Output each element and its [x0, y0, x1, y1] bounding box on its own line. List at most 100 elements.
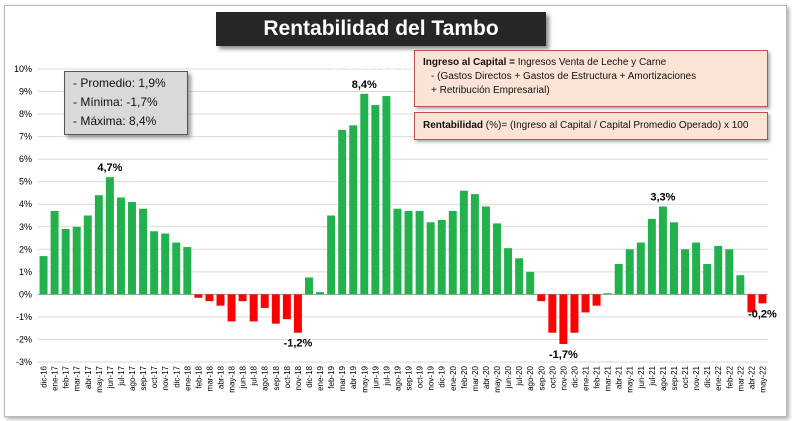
- x-tick-label: abr-17: [84, 365, 93, 389]
- y-tick-label: 5%: [19, 177, 32, 187]
- x-tick-label: may-17: [95, 365, 104, 392]
- bar: [105, 177, 114, 295]
- bar: [636, 242, 645, 295]
- x-tick-label: sep-21: [670, 365, 679, 390]
- bar: [282, 294, 291, 320]
- x-tick-label: mar-22: [736, 365, 745, 391]
- bar: [526, 271, 535, 295]
- grid-lines: [38, 68, 768, 363]
- bar: [703, 263, 712, 295]
- bar: [647, 218, 656, 295]
- x-tick-label: dic-19: [438, 365, 447, 387]
- bar: [515, 258, 524, 295]
- bar: [592, 294, 601, 306]
- x-tick-label: may-19: [360, 365, 369, 392]
- y-tick-label: -3%: [16, 357, 32, 367]
- x-tick-label: abr-19: [349, 365, 358, 389]
- data-label: 8,4%: [352, 79, 377, 91]
- stat-promedio: - Promedio: 1,9%: [73, 76, 166, 90]
- bar: [681, 249, 690, 295]
- x-tick-label: jul-17: [117, 365, 126, 386]
- bar: [426, 222, 435, 295]
- bar: [736, 275, 745, 295]
- bar: [150, 231, 159, 295]
- y-tick-label: 7%: [19, 132, 32, 142]
- x-tick-label: ene-21: [582, 365, 591, 390]
- bar: [50, 210, 59, 295]
- x-tick-label: oct-17: [150, 365, 159, 388]
- bar: [183, 247, 192, 295]
- bars: [39, 93, 767, 344]
- bar: [725, 249, 734, 295]
- x-tick-label: mar-17: [73, 365, 82, 391]
- bar: [470, 194, 479, 295]
- x-tick-label: jun-20: [504, 365, 513, 389]
- bar: [83, 215, 92, 295]
- bar: [205, 294, 214, 302]
- x-tick-label: oct-20: [548, 365, 557, 388]
- x-tick-label: nov-17: [161, 365, 170, 390]
- x-tick-label: ago-20: [526, 365, 535, 390]
- x-tick-label: dic-21: [703, 365, 712, 387]
- x-tick-label: ene-18: [183, 365, 192, 390]
- formula-line-1-bold: Ingreso al Capital =: [423, 57, 515, 68]
- y-tick-label: 2%: [19, 244, 32, 254]
- bar: [459, 190, 468, 295]
- bar: [570, 294, 579, 333]
- stats-box: - Promedio: 1,9% - Mínima: -1,7% - Máxim…: [64, 71, 188, 135]
- bar: [249, 294, 258, 322]
- data-label: 4,7%: [97, 162, 122, 174]
- bar: [161, 233, 170, 295]
- x-tick-label: jun-17: [106, 365, 115, 389]
- bar: [327, 215, 336, 295]
- bar: [658, 206, 667, 295]
- formula-line-1-rest: Ingresos Venta de Leche y Carne: [514, 57, 667, 68]
- bar: [504, 248, 513, 295]
- x-tick-label: dic-18: [305, 365, 314, 387]
- rentabilidad-box: Rentabilidad (%)= (Ingreso al Capital / …: [414, 112, 768, 140]
- bar: [548, 294, 557, 333]
- rentabilidad-rest: (%)= (Ingreso al Capital / Capital Prome…: [483, 120, 749, 131]
- bar: [404, 210, 413, 295]
- y-tick-label: -2%: [16, 334, 32, 344]
- y-tick-label: 8%: [19, 109, 32, 119]
- bar: [360, 93, 369, 295]
- x-tick-label: sep-19: [405, 365, 414, 390]
- bar: [260, 294, 269, 308]
- data-annotations: 4,7% 8,4% -1,2% -1,7% 3,3% -0,2%: [97, 79, 777, 361]
- bar: [603, 293, 612, 295]
- bar: [227, 294, 236, 322]
- bar: [194, 294, 203, 298]
- x-tick-label: jun-18: [239, 365, 248, 389]
- formula-line-1: Ingreso al Capital = Ingresos Venta de L…: [415, 56, 767, 70]
- x-tick-label: mar-20: [471, 365, 480, 391]
- y-tick-label: 1%: [19, 267, 32, 277]
- bar: [349, 125, 358, 295]
- x-tick-label: jun-19: [371, 365, 380, 389]
- bar: [338, 129, 347, 295]
- data-label: -1,7%: [549, 349, 578, 361]
- bar: [481, 206, 490, 295]
- x-axis-tick-labels: dic-16 ene-17 feb-17 mar-17 abr-17 may-17 jun-…: [40, 365, 768, 392]
- bar: [559, 294, 568, 344]
- x-tick-label: nov-19: [427, 365, 436, 390]
- bar: [393, 208, 402, 295]
- bar: [614, 263, 623, 295]
- bar: [625, 249, 634, 295]
- x-tick-label: may-22: [758, 365, 767, 392]
- x-tick-label: oct-21: [681, 365, 690, 388]
- x-tick-label: feb-21: [593, 365, 602, 388]
- bar: [128, 201, 136, 295]
- x-tick-label: ene-19: [316, 365, 325, 390]
- bar: [747, 294, 756, 313]
- chart-title: Rentabilidad del Tambo Promedio: [216, 12, 546, 74]
- bar: [116, 197, 125, 295]
- x-tick-label: mar-18: [205, 365, 214, 391]
- x-tick-label: abr-22: [747, 365, 756, 389]
- bar: [61, 229, 70, 295]
- x-tick-label: dic-16: [40, 365, 49, 387]
- x-tick-label: nov-18: [294, 365, 303, 390]
- x-tick-label: jul-18: [250, 365, 259, 386]
- formula-box: Ingreso al Capital = Ingresos Venta de L…: [414, 50, 768, 107]
